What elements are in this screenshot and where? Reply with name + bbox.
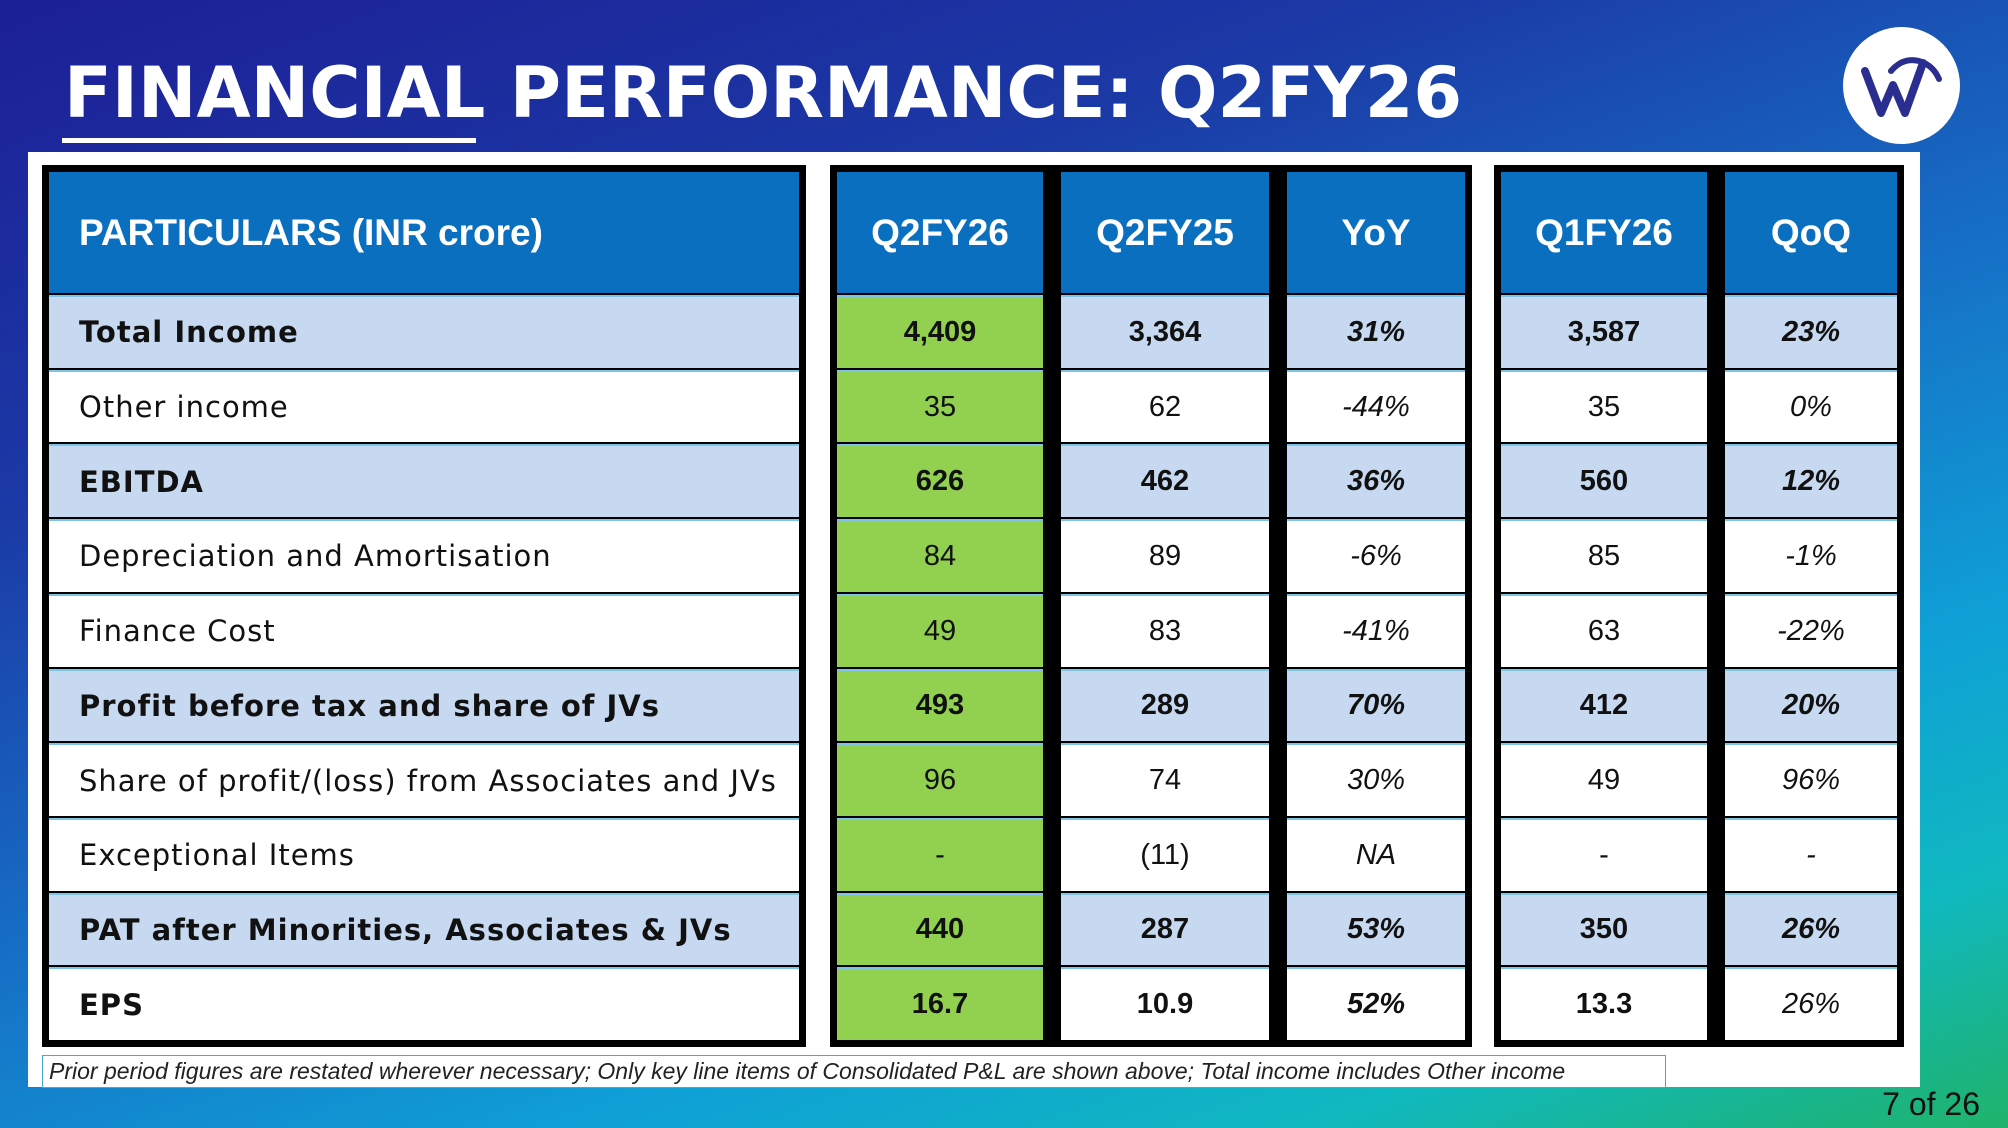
q2fy25-cell: 289 xyxy=(1061,668,1269,742)
yoy-cell: 53% xyxy=(1287,892,1465,966)
q2fy25-cell: 83 xyxy=(1061,593,1269,667)
q1fy26-cell: 412 xyxy=(1501,668,1707,742)
company-logo-icon xyxy=(1843,27,1960,144)
q2fy26-cell: 16.7 xyxy=(837,967,1043,1041)
qoq-cell: 0% xyxy=(1725,369,1897,443)
row-label: PAT after Minorities, Associates & JVs xyxy=(49,892,799,966)
q2fy26-cell: 49 xyxy=(837,593,1043,667)
yoy-cell: -41% xyxy=(1287,593,1465,667)
q1fy26-cell: 13.3 xyxy=(1501,967,1707,1041)
q2fy26-cell: 4,409 xyxy=(837,295,1043,368)
q1fy26-cell: 85 xyxy=(1501,519,1707,592)
page-number: 7 of 26 xyxy=(1882,1086,1980,1122)
particulars-table: PARTICULARS (INR crore) Total Income Oth… xyxy=(42,165,806,1047)
qoq-cell: 20% xyxy=(1725,668,1897,742)
row-label: Total Income xyxy=(49,295,799,368)
yoy-cell: 31% xyxy=(1287,295,1465,368)
q2fy25-cell: (11) xyxy=(1061,817,1269,891)
q1fy26-cell: 63 xyxy=(1501,593,1707,667)
q2fy25-column: Q2FY25 3,364 62 462 89 83 289 74 (11) 28… xyxy=(1061,172,1269,1041)
yoy-cell: -6% xyxy=(1287,519,1465,592)
row-label: EPS xyxy=(49,967,799,1041)
q2fy25-cell: 62 xyxy=(1061,369,1269,443)
q2fy25-cell: 74 xyxy=(1061,743,1269,816)
yoy-cell: NA xyxy=(1287,817,1465,891)
yoy-cell: 52% xyxy=(1287,967,1465,1041)
header-q2fy26: Q2FY26 xyxy=(837,172,1043,293)
header-particulars: PARTICULARS (INR crore) xyxy=(49,172,799,293)
q1fy26-cell: 3,587 xyxy=(1501,295,1707,368)
qoq-table: Q1FY26 3,587 35 560 85 63 412 49 - 350 1… xyxy=(1494,165,1904,1047)
yoy-column: YoY 31% -44% 36% -6% -41% 70% 30% NA 53%… xyxy=(1287,172,1465,1041)
qoq-cell: 96% xyxy=(1725,743,1897,816)
row-label: Other income xyxy=(49,369,799,443)
q2fy25-cell: 10.9 xyxy=(1061,967,1269,1041)
row-label: Finance Cost xyxy=(49,593,799,667)
yoy-cell: -44% xyxy=(1287,369,1465,443)
page-title: FINANCIAL PERFORMANCE: Q2FY26 xyxy=(64,52,1463,134)
yoy-cell: 30% xyxy=(1287,743,1465,816)
title-underline xyxy=(62,138,476,143)
qoq-cell: 26% xyxy=(1725,967,1897,1041)
header-qoq: QoQ xyxy=(1725,172,1897,293)
q2fy26-column: Q2FY26 4,409 35 626 84 49 493 96 - 440 1… xyxy=(837,172,1043,1041)
row-label: Exceptional Items xyxy=(49,817,799,891)
yoy-table: Q2FY26 4,409 35 626 84 49 493 96 - 440 1… xyxy=(830,165,1472,1047)
qoq-cell: -1% xyxy=(1725,519,1897,592)
q2fy25-cell: 89 xyxy=(1061,519,1269,592)
footnote: Prior period figures are restated wherev… xyxy=(42,1055,1666,1088)
qoq-cell: 12% xyxy=(1725,444,1897,518)
q2fy26-cell: 440 xyxy=(837,892,1043,966)
q2fy26-cell: 84 xyxy=(837,519,1043,592)
header-q2fy25: Q2FY25 xyxy=(1061,172,1269,293)
q1fy26-cell: 49 xyxy=(1501,743,1707,816)
q1fy26-cell: - xyxy=(1501,817,1707,891)
row-label: Depreciation and Amortisation xyxy=(49,519,799,592)
q2fy25-cell: 462 xyxy=(1061,444,1269,518)
q2fy26-cell: 96 xyxy=(837,743,1043,816)
qoq-cell: -22% xyxy=(1725,593,1897,667)
q2fy26-cell: 35 xyxy=(837,369,1043,443)
row-label: Profit before tax and share of JVs xyxy=(49,668,799,742)
q2fy26-cell: 626 xyxy=(837,444,1043,518)
qoq-cell: - xyxy=(1725,817,1897,891)
qoq-cell: 26% xyxy=(1725,892,1897,966)
q2fy26-cell: 493 xyxy=(837,668,1043,742)
q1fy26-cell: 350 xyxy=(1501,892,1707,966)
yoy-cell: 36% xyxy=(1287,444,1465,518)
header-q1fy26: Q1FY26 xyxy=(1501,172,1707,293)
q2fy26-cell: - xyxy=(837,817,1043,891)
row-label: EBITDA xyxy=(49,444,799,518)
q2fy25-cell: 287 xyxy=(1061,892,1269,966)
particulars-column: PARTICULARS (INR crore) Total Income Oth… xyxy=(49,172,799,1041)
q2fy25-cell: 3,364 xyxy=(1061,295,1269,368)
yoy-cell: 70% xyxy=(1287,668,1465,742)
row-label: Share of profit/(loss) from Associates a… xyxy=(49,743,799,816)
header-yoy: YoY xyxy=(1287,172,1465,293)
q1fy26-column: Q1FY26 3,587 35 560 85 63 412 49 - 350 1… xyxy=(1501,172,1707,1041)
q1fy26-cell: 35 xyxy=(1501,369,1707,443)
qoq-cell: 23% xyxy=(1725,295,1897,368)
q1fy26-cell: 560 xyxy=(1501,444,1707,518)
qoq-column: QoQ 23% 0% 12% -1% -22% 20% 96% - 26% 26… xyxy=(1725,172,1897,1041)
